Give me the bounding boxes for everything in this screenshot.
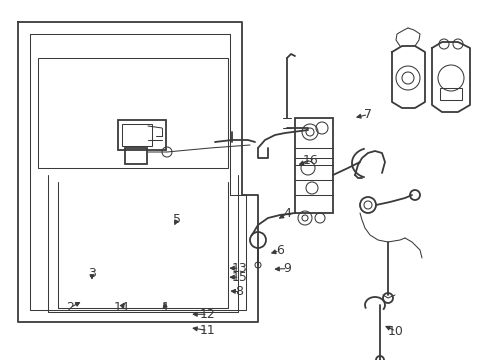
Text: 9: 9 (283, 262, 291, 275)
Bar (294, 118, 332, 213)
Bar (125, 148, 147, 164)
Bar (38, 58, 227, 168)
Text: 2: 2 (66, 301, 74, 314)
Text: 16: 16 (303, 154, 318, 167)
Text: 13: 13 (231, 262, 247, 275)
Text: 4: 4 (283, 207, 291, 220)
Text: 10: 10 (387, 325, 403, 338)
Text: 5: 5 (173, 213, 181, 226)
Text: 7: 7 (364, 108, 371, 121)
Bar (118, 120, 165, 150)
Text: 12: 12 (200, 308, 215, 321)
Text: 1: 1 (161, 301, 169, 314)
Text: 3: 3 (88, 267, 96, 280)
Text: 8: 8 (235, 285, 243, 298)
Text: 14: 14 (113, 301, 129, 314)
Text: 6: 6 (275, 244, 283, 257)
Text: 15: 15 (231, 271, 247, 284)
Text: 11: 11 (200, 324, 215, 337)
Bar (439, 88, 461, 100)
Bar (122, 124, 152, 146)
